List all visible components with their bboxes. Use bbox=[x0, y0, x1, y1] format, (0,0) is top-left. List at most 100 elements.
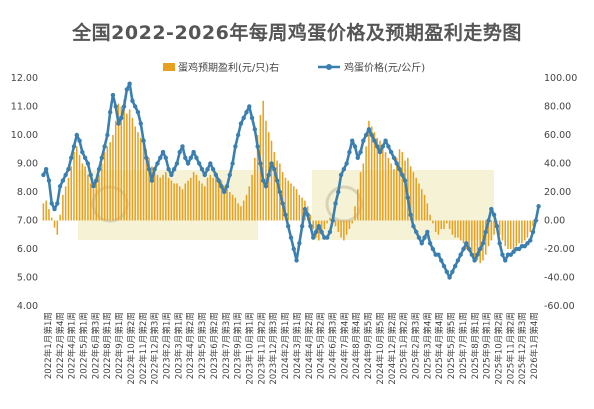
price-point bbox=[461, 246, 466, 252]
price-point bbox=[102, 144, 107, 149]
profit-bar bbox=[270, 140, 273, 221]
profit-bar bbox=[284, 177, 287, 221]
legend-bar-label: 蛋鸡预期盈利(元/只)右 bbox=[178, 61, 279, 74]
price-point bbox=[450, 269, 455, 274]
profit-bar bbox=[89, 183, 92, 221]
price-point bbox=[400, 172, 405, 178]
profit-bar bbox=[114, 120, 117, 221]
price-point bbox=[205, 167, 210, 172]
profit-bar bbox=[262, 100, 264, 221]
profit-bar bbox=[56, 220, 59, 235]
price-point bbox=[169, 172, 174, 178]
profit-bar bbox=[490, 220, 493, 241]
profit-bar bbox=[370, 126, 373, 221]
profit-bar bbox=[248, 186, 251, 221]
price-point bbox=[297, 241, 302, 246]
price-point bbox=[107, 110, 113, 115]
price-point bbox=[480, 241, 486, 246]
price-point bbox=[213, 172, 219, 178]
price-point bbox=[391, 155, 397, 160]
y-left-tick: 8.00 bbox=[17, 187, 38, 198]
price-point bbox=[497, 241, 502, 246]
price-point bbox=[486, 218, 491, 223]
price-point bbox=[155, 161, 160, 166]
profit-bar bbox=[440, 220, 442, 230]
profit-bar bbox=[59, 214, 61, 221]
price-point bbox=[196, 161, 202, 166]
profit-bar bbox=[510, 220, 512, 249]
price-point bbox=[291, 246, 296, 252]
price-point bbox=[427, 241, 433, 246]
price-point bbox=[105, 132, 110, 138]
profit-bar bbox=[103, 152, 106, 221]
price-point bbox=[80, 149, 85, 155]
price-point bbox=[166, 167, 171, 172]
price-point bbox=[77, 138, 82, 143]
profit-bar bbox=[109, 142, 111, 221]
profit-bar bbox=[106, 146, 109, 221]
price-point bbox=[516, 246, 522, 252]
profit-bar bbox=[443, 220, 445, 230]
price-point bbox=[55, 201, 60, 206]
price-point bbox=[260, 178, 266, 183]
price-point bbox=[472, 258, 477, 263]
price-point bbox=[60, 178, 66, 183]
profit-bar bbox=[512, 220, 515, 252]
price-point bbox=[422, 235, 427, 240]
profit-bar bbox=[359, 172, 362, 221]
profit-bar bbox=[128, 109, 131, 221]
price-point bbox=[441, 263, 447, 269]
price-point bbox=[82, 155, 88, 160]
profit-bar bbox=[220, 180, 223, 221]
profit-bar bbox=[137, 132, 139, 221]
profit-bar bbox=[446, 220, 448, 224]
x-tick-label: 2022年11月第2周 bbox=[137, 312, 149, 385]
profit-bar bbox=[92, 189, 95, 221]
profit-bar bbox=[526, 220, 529, 238]
y-right-tick: 40.00 bbox=[544, 159, 571, 170]
legend-line-marker bbox=[326, 64, 332, 70]
price-point bbox=[386, 144, 391, 149]
price-point bbox=[144, 155, 149, 160]
price-point bbox=[500, 252, 505, 257]
profit-bar bbox=[434, 220, 437, 232]
chart-title: 全国2022-2026年每周鸡蛋价格及预期盈利走势图 bbox=[72, 22, 522, 44]
price-point bbox=[249, 115, 255, 121]
profit-bar bbox=[465, 220, 468, 249]
price-point bbox=[327, 229, 333, 235]
profit-bar bbox=[348, 220, 351, 230]
profit-bar bbox=[187, 180, 189, 221]
price-point bbox=[491, 212, 497, 217]
price-point bbox=[188, 155, 194, 160]
x-tick-label: 2023年7月第3周 bbox=[220, 312, 232, 379]
profit-bar bbox=[45, 200, 47, 221]
price-point bbox=[46, 178, 52, 183]
price-point bbox=[375, 144, 380, 149]
profit-bar bbox=[173, 183, 175, 221]
profit-bar bbox=[112, 135, 114, 221]
price-point bbox=[119, 115, 124, 121]
price-point bbox=[146, 167, 152, 172]
profit-bar bbox=[412, 172, 415, 221]
price-point bbox=[216, 178, 221, 183]
profit-bar bbox=[209, 174, 212, 221]
profit-bar bbox=[203, 186, 206, 221]
x-tick-label: 2022年8月第1周 bbox=[101, 312, 113, 379]
profit-bar bbox=[81, 163, 84, 221]
legend-bar-swatch bbox=[163, 63, 175, 71]
profit-bar bbox=[376, 137, 379, 221]
price-point bbox=[88, 172, 93, 178]
price-point bbox=[286, 224, 291, 229]
profit-bar bbox=[473, 220, 476, 258]
profit-bar bbox=[265, 120, 267, 221]
x-tick-label: 2022年10月第2周 bbox=[125, 312, 137, 385]
price-point bbox=[224, 184, 230, 189]
x-tick-label: 2024年3月第1周 bbox=[291, 312, 303, 379]
profit-bar bbox=[195, 174, 198, 221]
profit-bar bbox=[498, 220, 501, 235]
price-point bbox=[352, 144, 358, 149]
x-tick-label: 2025年10月第2周 bbox=[493, 312, 505, 385]
profit-bar bbox=[415, 177, 417, 221]
x-tick-label: 2023年9月第1周 bbox=[232, 312, 244, 379]
